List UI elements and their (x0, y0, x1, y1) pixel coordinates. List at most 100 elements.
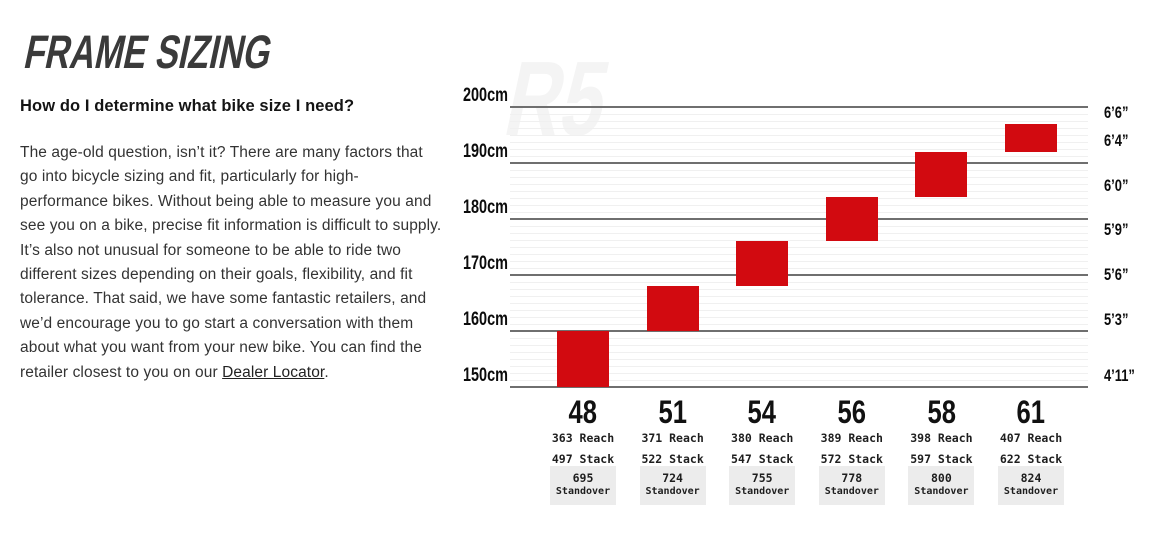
size-label-text: 54 (747, 394, 777, 430)
y-axis-cm-label: 190cm (463, 141, 522, 163)
size-label-54: 54 (717, 394, 807, 431)
reach-stack-51: 371 Reach 522 Stack (641, 431, 704, 466)
grid-minor-line (510, 184, 1088, 185)
grid-major-line (510, 106, 1088, 108)
standover-box-56: 778 Standover (818, 466, 885, 505)
grid-minor-line (510, 177, 1088, 178)
grid-minor-line (510, 254, 1088, 255)
standover-box-61: 824 Standover (998, 466, 1064, 505)
reach-stack-54: 380 Reach 547 Stack (731, 431, 794, 466)
intro-paragraph: The age-old question, isn’t it? There ar… (20, 141, 444, 385)
grid-minor-line (510, 121, 1088, 122)
y-axis-imperial-label-text: 6’0” (1104, 175, 1129, 195)
grid-minor-line (510, 373, 1088, 374)
size-label-56: 56 (807, 394, 897, 431)
size-label-58: 58 (896, 394, 986, 431)
size-bar-48 (557, 331, 609, 387)
grid-minor-line (510, 317, 1088, 318)
y-axis-imperial-label-text: 6’6” (1104, 102, 1129, 122)
grid-minor-line (510, 310, 1088, 311)
size-label-text: 48 (568, 394, 598, 430)
standover-label: Standover (824, 486, 879, 497)
grid-minor-line (510, 170, 1088, 171)
standover-value: 695 (572, 471, 594, 485)
size-bar-54 (736, 241, 789, 287)
grid-major-line (510, 162, 1088, 164)
reach-stack-61: 407 Reach 622 Stack (999, 431, 1063, 466)
size-label-text: 58 (927, 394, 956, 430)
size-bar-56 (825, 196, 878, 242)
y-axis-cm-label-text: 190cm (463, 141, 508, 162)
question-heading: How do I determine what bike size I need… (20, 97, 355, 115)
grid-major-line (510, 218, 1088, 220)
size-bar-58 (915, 151, 968, 197)
y-axis-cm-label: 170cm (463, 253, 522, 275)
standover-value: 724 (662, 471, 683, 485)
grid-minor-line (510, 156, 1088, 157)
size-bar-51 (646, 286, 699, 331)
dealer-locator-link[interactable]: Dealer Locator (222, 363, 325, 381)
standover-box-58: 800 Standover (908, 466, 975, 505)
grid-minor-line (510, 352, 1088, 353)
grid-minor-line (510, 233, 1088, 234)
y-axis-cm-label: 180cm (463, 197, 522, 219)
grid-minor-line (510, 303, 1088, 304)
size-label-text: 51 (658, 394, 687, 430)
standover-box-54: 755 Standover (729, 466, 796, 505)
grid-minor-line (510, 359, 1088, 360)
grid-minor-line (510, 338, 1088, 339)
y-axis-imperial-label: 5’3” (1104, 310, 1136, 330)
grid-minor-line (510, 268, 1088, 269)
grid-minor-line (510, 191, 1088, 192)
intro-text-end: . (324, 363, 329, 381)
grid-minor-line (510, 226, 1088, 227)
y-axis-cm-label: 160cm (463, 309, 522, 331)
y-axis-imperial-label-text: 5’3” (1104, 310, 1129, 329)
intro-column: FRAME SIZING How do I determine what bik… (20, 0, 444, 534)
y-axis-imperial-label-text: 6’4” (1104, 130, 1129, 150)
standover-value: 778 (841, 471, 863, 485)
y-axis-cm-label: 150cm (463, 365, 522, 387)
grid-minor-line (510, 366, 1088, 367)
y-axis-imperial-label: 5’6” (1104, 265, 1136, 285)
standover-label: Standover (555, 486, 611, 497)
grid-minor-line (510, 324, 1088, 325)
y-axis-cm-label-text: 180cm (463, 197, 508, 218)
standover-label: Standover (914, 486, 969, 497)
size-label-text: 56 (837, 394, 867, 430)
grid-minor-line (510, 142, 1088, 143)
reach-stack-48: 363 Reach 497 Stack (551, 431, 615, 466)
size-label-51: 51 (628, 394, 718, 431)
grid-minor-line (510, 240, 1088, 241)
size-label-61: 61 (986, 394, 1076, 431)
grid-minor-line (510, 261, 1088, 262)
grid-minor-line (510, 205, 1088, 206)
size-label-48: 48 (538, 394, 628, 431)
grid-minor-line (510, 282, 1088, 283)
grid-minor-line (510, 128, 1088, 129)
y-axis-imperial-label: 6’6” (1104, 103, 1136, 123)
standover-value: 755 (751, 471, 773, 485)
grid-minor-line (510, 198, 1088, 199)
standover-box-51: 724 Standover (639, 466, 706, 505)
y-axis-imperial-label-text: 5’9” (1104, 220, 1129, 240)
reach-stack-58: 398 Reach 597 Stack (910, 431, 973, 466)
size-label-text: 61 (1016, 394, 1046, 430)
standover-label: Standover (1003, 486, 1059, 497)
standover-value: 800 (931, 471, 952, 485)
grid-major-line (510, 330, 1088, 332)
y-axis-imperial-label-text: 4’11” (1104, 366, 1135, 385)
grid-minor-line (510, 212, 1088, 213)
grid-minor-line (510, 289, 1088, 290)
y-axis-imperial-label: 6’0” (1104, 176, 1136, 196)
standover-value: 824 (1020, 471, 1042, 485)
reach-stack-56: 389 Reach 572 Stack (820, 431, 883, 466)
grid-minor-line (510, 247, 1088, 248)
y-axis-cm-label: 200cm (463, 85, 522, 107)
y-axis-cm-label-text: 150cm (463, 365, 508, 386)
standover-label: Standover (645, 486, 700, 497)
standover-box-48: 695 Standover (550, 466, 616, 505)
y-axis-cm-label-text: 200cm (463, 85, 508, 106)
